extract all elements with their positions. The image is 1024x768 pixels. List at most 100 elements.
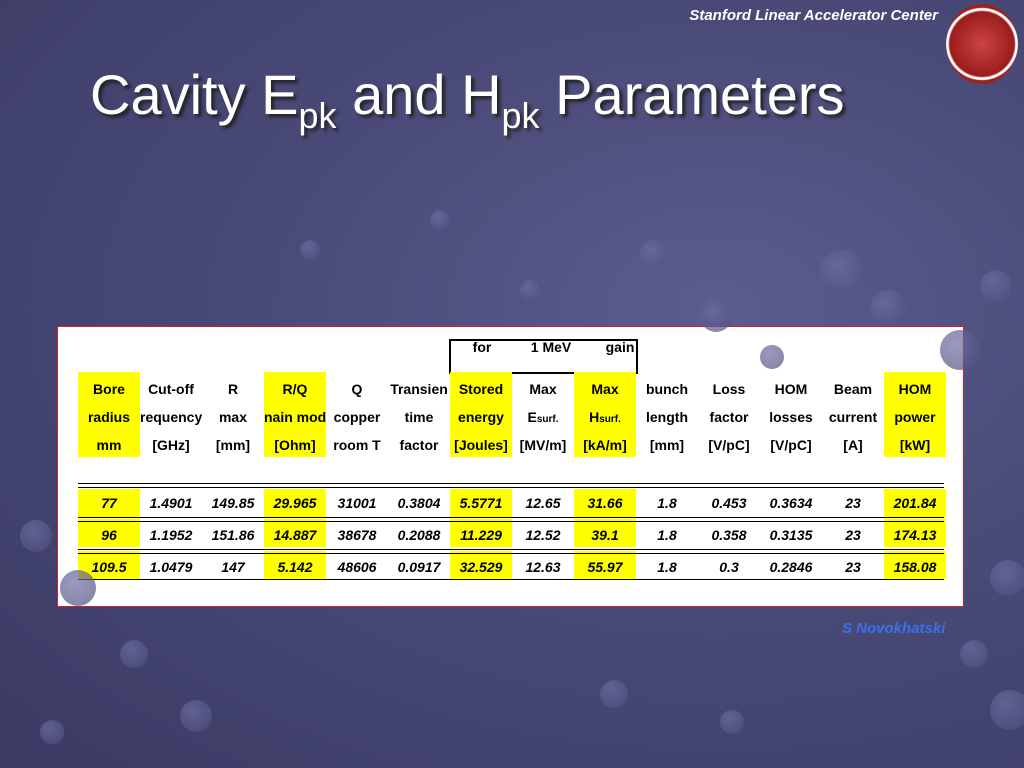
data-cell: 151.86 — [211, 527, 255, 543]
decor-dot — [720, 710, 744, 734]
header-subscript: surf. — [599, 414, 621, 425]
data-cell: 48606 — [337, 559, 377, 575]
data-cell: 12.65 — [525, 495, 561, 511]
header-cell: R — [227, 381, 239, 397]
decor-dot — [600, 680, 628, 708]
row-rule — [78, 579, 944, 580]
group-header-cell: gain — [605, 339, 635, 355]
data-cell: 1.4901 — [149, 495, 193, 511]
highlight-cell — [884, 551, 946, 579]
logo — [946, 4, 1018, 84]
data-cell: 0.0917 — [397, 559, 441, 575]
data-cell: 147 — [221, 559, 245, 575]
header-cell: Esurf. — [512, 409, 574, 425]
title-part: pk — [501, 95, 540, 136]
data-cell: 0.2088 — [397, 527, 441, 543]
data-cell: 12.63 — [525, 559, 561, 575]
data-cell: 96 — [101, 527, 117, 543]
highlight-cell — [884, 489, 946, 517]
header-cell: [mm] — [215, 437, 251, 453]
header-cell: bunch — [646, 381, 688, 397]
highlight-cell — [78, 519, 140, 547]
highlight-column — [264, 372, 326, 457]
header-cell: Stored — [458, 381, 504, 397]
highlight-cell — [264, 551, 326, 579]
header-cell: radius — [87, 409, 130, 425]
decor-dot — [60, 570, 96, 606]
row-rule — [78, 483, 944, 484]
data-cell: 55.97 — [587, 559, 623, 575]
header-cell: R/Q — [282, 381, 308, 397]
decor-dot — [520, 280, 540, 300]
header-cell: [mm] — [649, 437, 685, 453]
data-cell: 11.229 — [460, 527, 502, 543]
header-cell: current — [828, 409, 878, 425]
data-cell: 5.5771 — [459, 495, 503, 511]
header-cell: HOM — [774, 381, 808, 397]
data-cell: 1.1952 — [149, 527, 193, 543]
author: S Novokhatski — [842, 620, 946, 637]
data-cell: 201.84 — [893, 495, 937, 511]
decor-dot — [40, 720, 64, 744]
data-cell: 77 — [101, 495, 117, 511]
decor-dot — [990, 690, 1024, 730]
header-cell: [Joules] — [454, 437, 508, 453]
data-cell: 0.3804 — [397, 495, 441, 511]
header-cell: Max — [591, 381, 619, 397]
highlight-cell — [450, 519, 512, 547]
highlight-column — [884, 372, 946, 457]
highlight-cell — [264, 489, 326, 517]
header-cell: losses — [769, 409, 813, 425]
data-cell: 0.3634 — [769, 495, 813, 511]
group-header-cell: for — [472, 339, 492, 355]
data-cell: 31.66 — [587, 495, 623, 511]
data-cell: 23 — [845, 527, 861, 543]
header-cell: Max — [529, 381, 557, 397]
decor-dot — [960, 640, 988, 668]
data-cell: 14.887 — [273, 527, 317, 543]
decor-dot — [760, 345, 784, 369]
highlight-cell — [574, 489, 636, 517]
data-cell: 29.965 — [273, 495, 317, 511]
header-text: H — [589, 409, 600, 425]
header-cell: factor — [399, 437, 439, 453]
data-cell: 23 — [845, 559, 861, 575]
highlight-column — [574, 372, 636, 457]
data-cell: 149.85 — [211, 495, 255, 511]
decor-dot — [640, 240, 668, 268]
data-cell: 158.08 — [893, 559, 937, 575]
header-cell: HOM — [898, 381, 932, 397]
header-cell: [A] — [843, 437, 863, 453]
header-text: E — [527, 409, 537, 425]
table: for 1 MeV gain Bore Cut-off R R/Q Q Transien Stor… — [57, 326, 964, 607]
header-cell: [V/pC] — [708, 437, 750, 453]
header-cell: [GHz] — [152, 437, 190, 453]
decor-dot — [20, 520, 52, 552]
highlight-cell — [574, 519, 636, 547]
data-cell: 1.0479 — [149, 559, 193, 575]
title-part: Cavity E — [90, 63, 299, 126]
header-cell: [MV/m] — [519, 437, 567, 453]
row-rule — [78, 517, 944, 518]
header-cell: requency — [140, 409, 202, 425]
decor-dot — [430, 210, 450, 230]
header-cell: copper — [333, 409, 381, 425]
highlight-column — [78, 372, 140, 457]
data-cell: 0.453 — [711, 495, 747, 511]
title: Cavity Epk and Hpk Parameters — [90, 62, 845, 137]
decor-dot — [120, 640, 148, 668]
group-box — [449, 339, 638, 374]
row-rule — [78, 521, 944, 522]
decor-dot — [870, 290, 906, 326]
data-cell: 0.3135 — [769, 527, 813, 543]
decor-dot — [820, 250, 864, 294]
row-rule — [78, 549, 944, 550]
data-cell: 1.8 — [657, 527, 677, 543]
header-cell: [kA/m] — [583, 437, 627, 453]
header-cell: Transien — [390, 381, 448, 397]
header-cell: [V/pC] — [770, 437, 812, 453]
header-cell: room T — [333, 437, 381, 453]
highlight-cell — [450, 551, 512, 579]
header-cell: time — [404, 409, 434, 425]
